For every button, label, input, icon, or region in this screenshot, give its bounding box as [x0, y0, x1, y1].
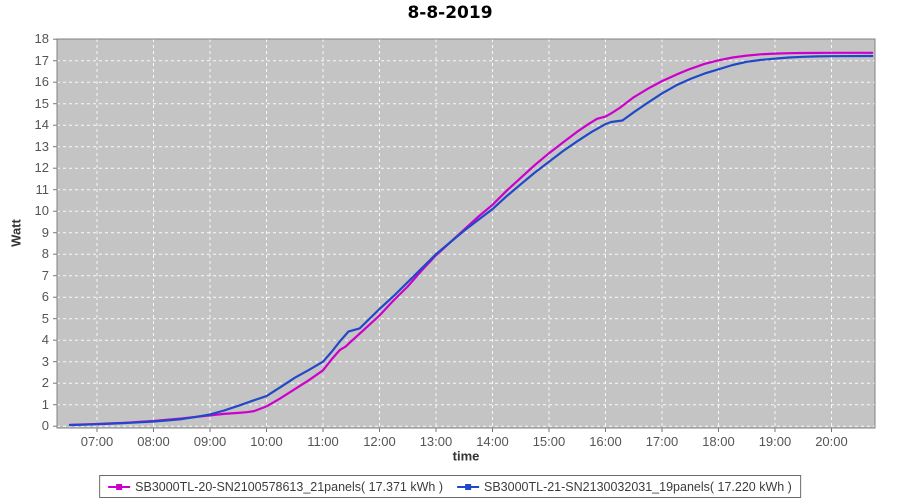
x-axis-label: time [452, 448, 480, 464]
x-tick-label: 20:00 [815, 434, 848, 449]
y-axis-label: Watt [8, 219, 24, 247]
series-line-sb3000tl-21 [68, 54, 874, 427]
y-tick-label: 1 [41, 396, 49, 412]
x-tick-label: 12:00 [363, 434, 396, 449]
x-tick-label: 18:00 [702, 434, 735, 449]
legend-label: SB3000TL-21-SN2130032031_19panels( 17.22… [484, 479, 792, 494]
x-tick-label: 09:00 [193, 434, 227, 449]
x-tick-label: 14:00 [476, 434, 509, 449]
x-tick-label: 10:00 [250, 434, 283, 449]
y-tick-label: 17 [34, 52, 49, 68]
legend-line-marker-magenta-icon [108, 483, 131, 490]
y-tick-label: 7 [41, 267, 49, 283]
x-tick-label: 07:00 [80, 434, 114, 449]
y-tick-label: 14 [34, 117, 49, 133]
x-tick-label: 08:00 [137, 434, 170, 449]
x-tick-label: 19:00 [758, 434, 792, 449]
legend-item-sb3000tl-20: SB3000TL-20-SN2100578613_21panels( 17.37… [108, 480, 443, 494]
x-tick-label: 15:00 [532, 434, 566, 449]
y-tick-label: 10 [34, 203, 49, 219]
y-tick-label: 11 [35, 181, 50, 197]
legend-line-marker-blue-icon [457, 483, 479, 490]
y-tick-label: 4 [41, 332, 49, 348]
y-tick-label: 13 [34, 138, 49, 154]
y-tick-label: 3 [41, 353, 49, 369]
y-tick-label: 18 [34, 31, 49, 47]
chart-title: 8-8-2019 [407, 3, 493, 23]
axis-tick-marks [53, 38, 832, 432]
y-tick-label: 9 [41, 224, 49, 240]
legend-label: SB3000TL-20-SN2100578613_21panels( 17.37… [135, 479, 443, 494]
y-tick-label: 0 [41, 418, 49, 434]
y-tick-label: 16 [34, 74, 49, 90]
y-tick-label: 5 [41, 310, 49, 326]
y-tick-label: 8 [41, 246, 49, 262]
x-tick-label: 13:00 [419, 434, 453, 449]
x-tick-label: 16:00 [589, 434, 622, 449]
chart-legend: SB3000TL-20-SN2100578613_21panels( 17.37… [99, 475, 801, 498]
y-tick-label: 12 [34, 160, 49, 176]
y-tick-label: 6 [41, 289, 49, 305]
gridlines [57, 39, 875, 428]
x-tick-label: 17:00 [645, 434, 679, 449]
y-tick-label: 15 [34, 95, 49, 111]
legend-item-sb3000tl-21: SB3000TL-21-SN2130032031_19panels( 17.22… [457, 480, 792, 494]
plot-area [57, 39, 875, 428]
y-tick-label: 2 [41, 375, 49, 391]
plot-border [56, 38, 876, 429]
x-tick-label: 11:00 [307, 434, 339, 449]
